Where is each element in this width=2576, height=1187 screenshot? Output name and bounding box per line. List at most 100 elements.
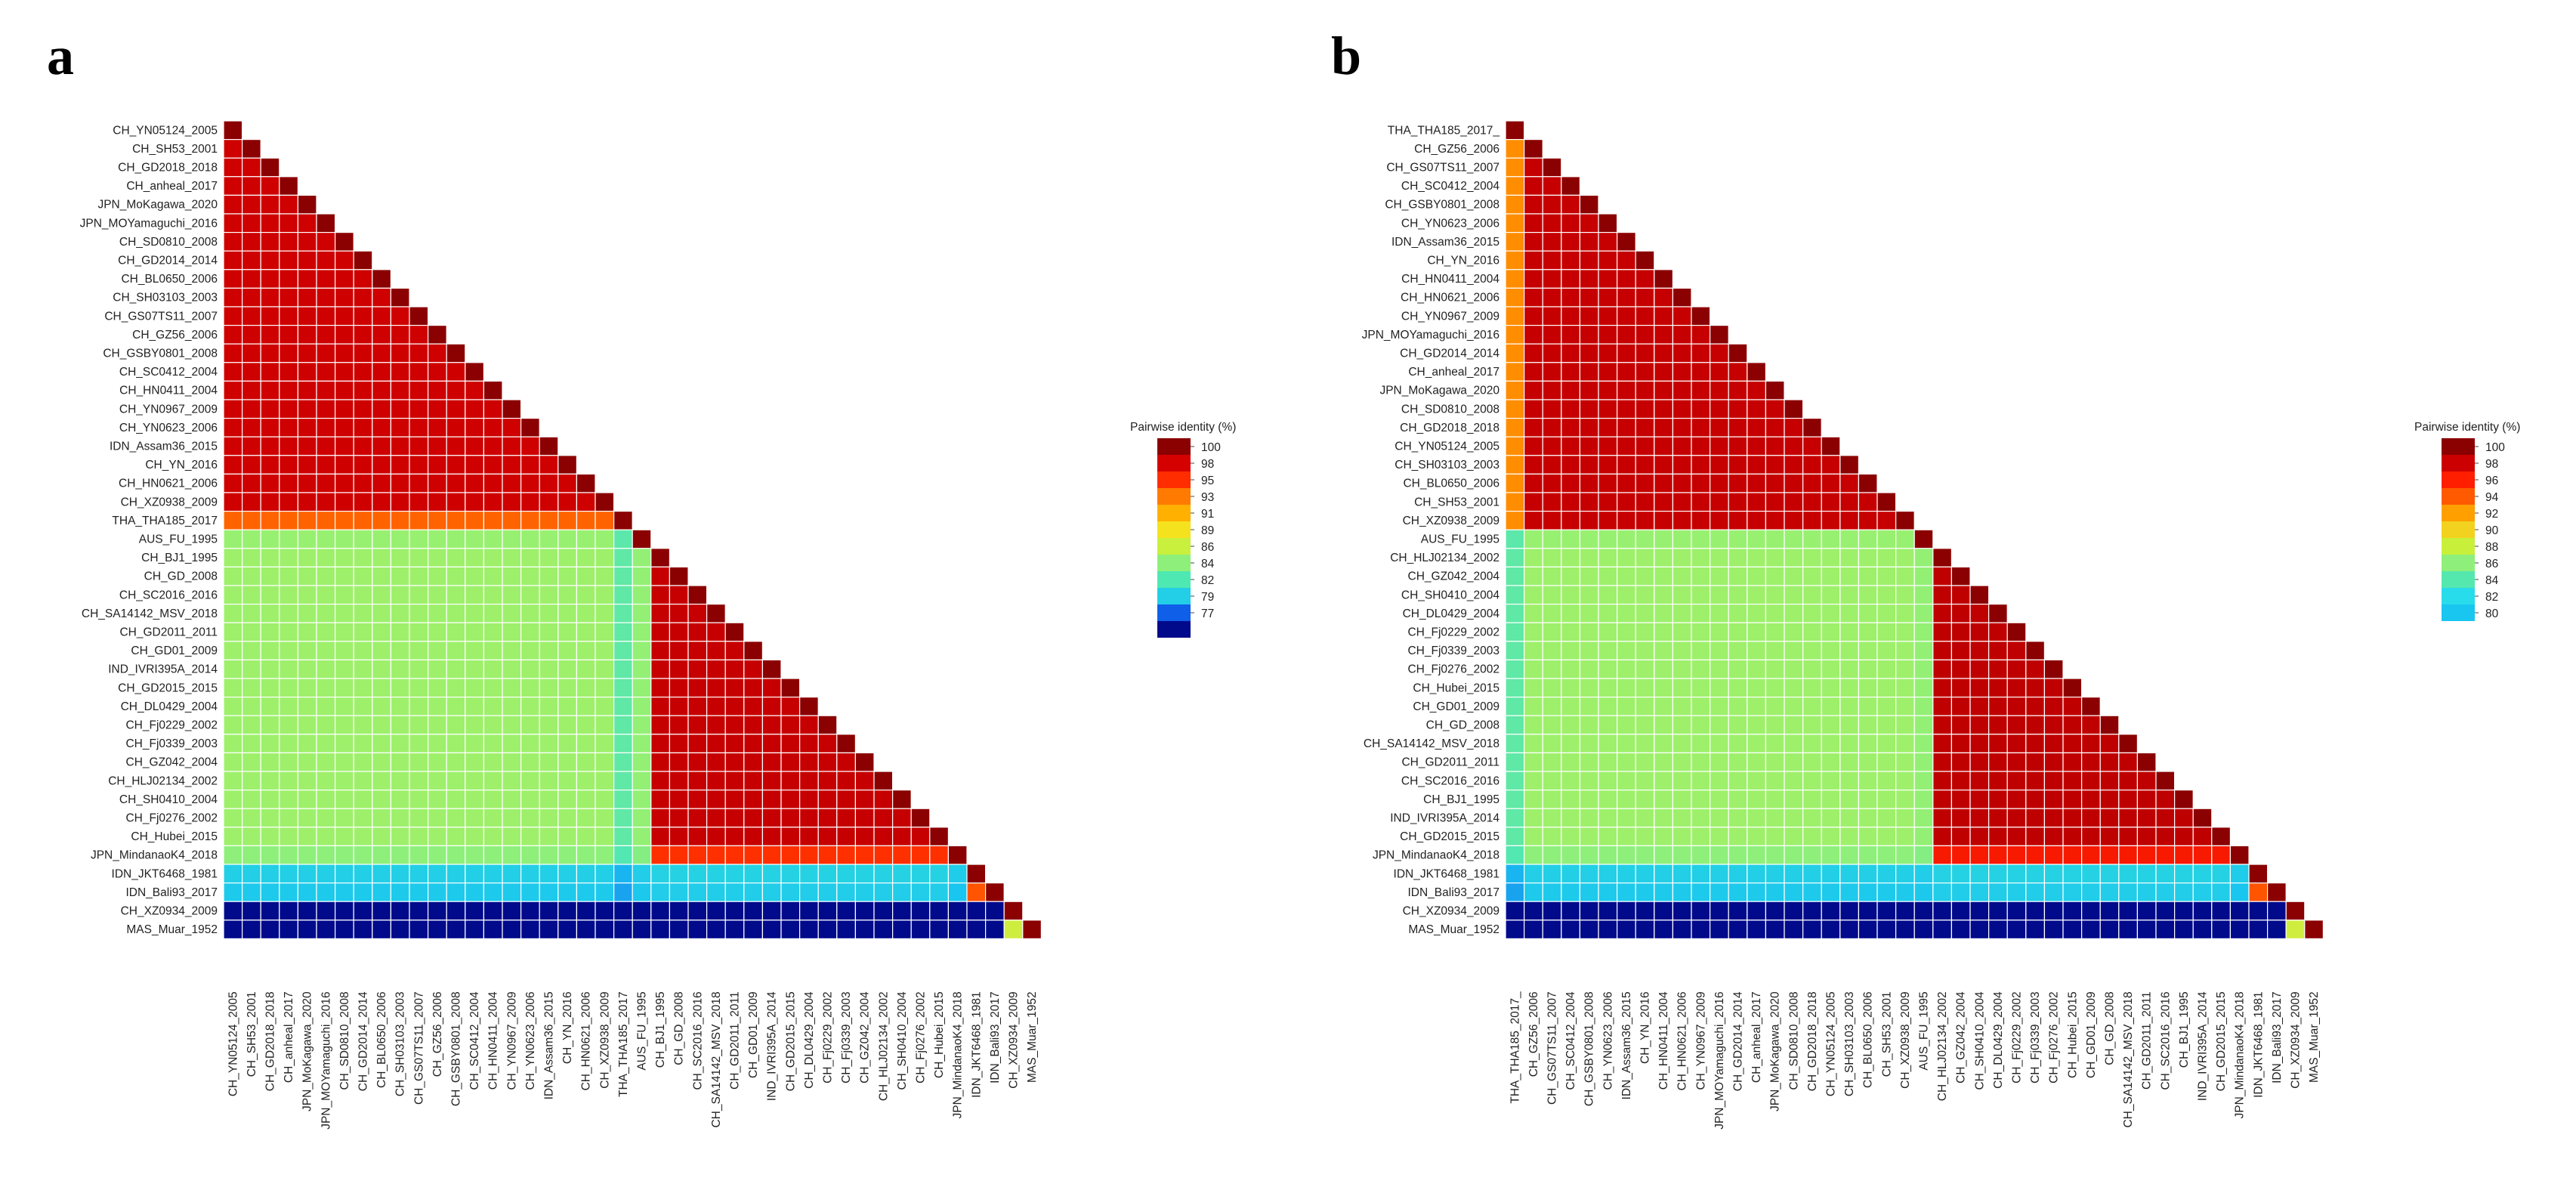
heatmap-cell [1617,417,1636,437]
heatmap-cell [1765,808,1785,828]
row-label: AUS_FU_1995 [1421,533,1500,546]
heatmap-cell [427,808,447,828]
column-label: CH_XZ0938_2009 [598,991,611,1088]
heatmap-cell [297,864,317,884]
heatmap-cell [1747,845,1767,865]
row-label: CH_GZ56_2006 [1414,143,1500,156]
heatmap-cell [1839,678,1860,698]
heatmap-cell [706,808,726,828]
heatmap-cell [1617,566,1636,586]
heatmap-cell [1802,455,1822,474]
heatmap-cell [1635,882,1655,902]
heatmap-cell [798,845,819,865]
heatmap-cell [1523,194,1543,215]
heatmap-cell [1561,864,1581,884]
heatmap-cell [1635,325,1655,345]
heatmap-cell [297,194,317,215]
heatmap-cell [1876,771,1897,791]
column-label: CH_Fj0339_2003 [840,991,853,1083]
column-label: CH_GD01_2009 [2085,991,2098,1078]
heatmap-cell [1505,641,1525,660]
heatmap-cell [353,399,373,419]
heatmap-cell [297,548,317,567]
heatmap-cell [2043,752,2064,772]
heatmap-cell [1988,678,2008,698]
heatmap-cell [260,696,280,716]
heatmap-cell [409,492,429,512]
heatmap-cell [390,696,410,716]
heatmap-cell [390,548,410,567]
legend-swatch [2442,571,2475,588]
heatmap-cell [1579,659,1599,679]
heatmap-cell [1672,678,1692,698]
row-label: CH_YN05124_2005 [1395,440,1500,453]
heatmap-cell [427,771,447,791]
heatmap-cell [1802,827,1822,847]
heatmap-cell [1561,380,1581,400]
heatmap-cell [1505,696,1525,716]
column-label: CH_SC0412_2004 [468,991,481,1090]
heatmap-cell [316,548,336,567]
heatmap-cell [260,752,280,772]
heatmap-cell [1747,715,1767,735]
heatmap-cell [817,827,838,847]
heatmap-cell [724,864,745,884]
heatmap-cell [1523,641,1543,660]
heatmap-cell [1617,380,1636,400]
heatmap-cell [1523,232,1543,252]
heatmap-cell [2155,901,2176,921]
heatmap-cell [558,920,577,940]
column-label: CH_Fj0276_2002 [915,991,928,1083]
heatmap-cell [520,808,540,828]
heatmap-cell [223,808,243,828]
heatmap-cell [1839,473,1860,493]
heatmap-cell [576,622,596,642]
heatmap-cell [279,882,298,902]
heatmap-cell [260,864,280,884]
heatmap-cell [2192,845,2213,865]
heatmap-cell [2043,715,2064,735]
heatmap-cell [539,827,559,847]
heatmap-cell [1765,641,1785,660]
heatmap-cell [1672,585,1692,605]
heatmap-cell [260,455,280,474]
heatmap-cell [539,734,559,753]
heatmap-cell [743,641,763,660]
heatmap-cell [2062,678,2083,698]
legend-swatch [1157,555,1191,571]
heatmap-cell [1598,603,1618,623]
heatmap-cell [390,325,410,345]
heatmap-cell [2136,882,2157,902]
heatmap-cell [595,752,615,772]
heatmap-cell [929,864,950,884]
heatmap-cell [669,696,689,716]
heatmap-cell [279,566,298,586]
heatmap-cell [1672,789,1692,809]
heatmap-cell [335,399,354,419]
heatmap-cell [1691,864,1711,884]
heatmap-cell [613,882,633,902]
legend-swatch [2442,555,2475,571]
heatmap-cell [2025,920,2046,940]
heatmap-cell [390,882,410,902]
heatmap-cell [1969,827,1990,847]
heatmap-cell [1691,808,1711,828]
heatmap-cell [465,641,484,660]
row-label: CH_SH0410_2004 [119,793,218,806]
heatmap-cell [1765,715,1785,735]
heatmap-cell [260,659,280,679]
heatmap-cell [279,529,298,549]
heatmap-cell [576,827,596,847]
heatmap-cell [316,436,336,456]
heatmap-cell [1523,325,1543,345]
heatmap-cell [502,771,522,791]
heatmap-cell [1710,343,1729,363]
heatmap-cell [1505,510,1525,530]
heatmap-cell [1505,622,1525,642]
heatmap-cell [1672,455,1692,474]
heatmap-cell [502,585,522,605]
heatmap-cell [1932,548,1953,567]
heatmap-cell [1710,585,1729,605]
heatmap-cell [483,566,503,586]
heatmap-cell [632,827,652,847]
